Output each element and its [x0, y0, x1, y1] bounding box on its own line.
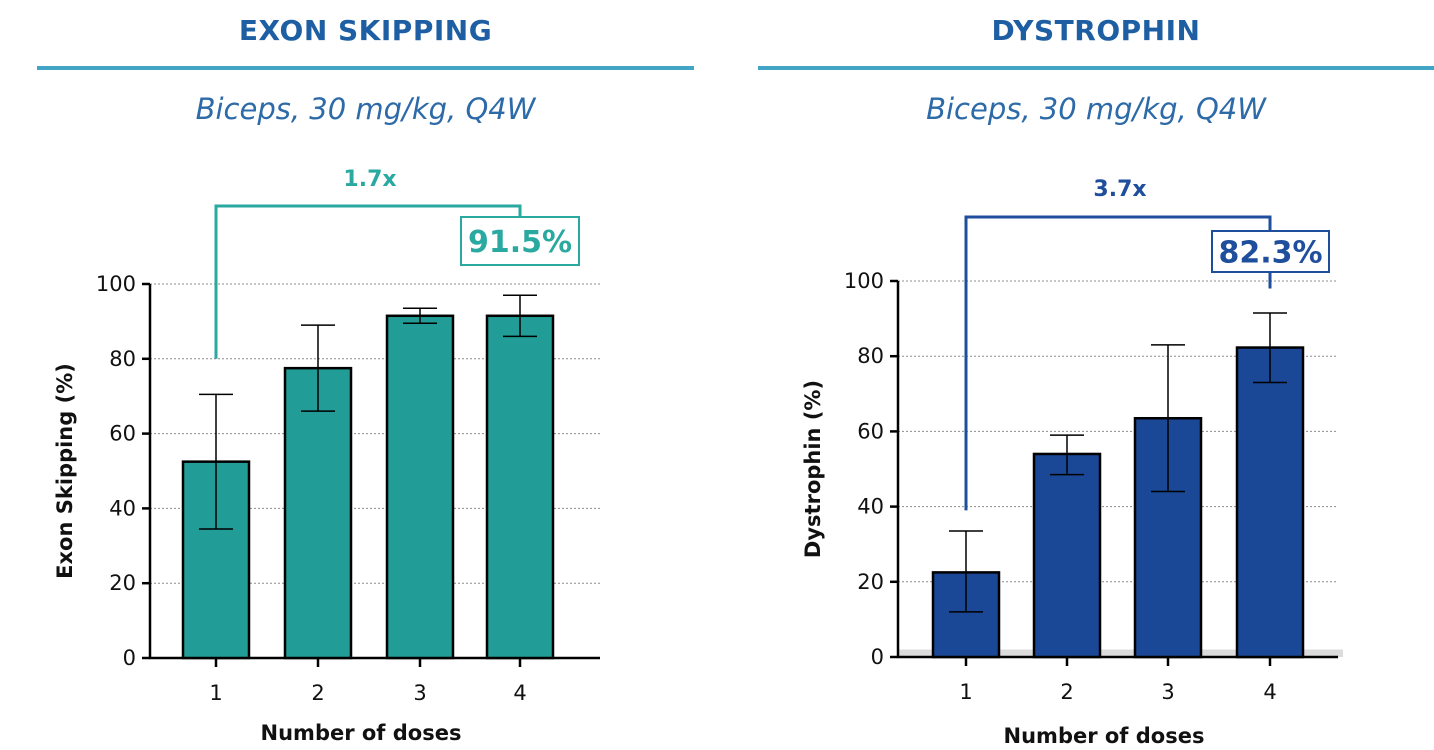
highlight-value: 91.5% — [468, 225, 572, 260]
fold-change-bracket — [964, 215, 1272, 511]
x-axis-title: Number of doses — [1004, 724, 1205, 748]
highlight-box — [460, 216, 580, 266]
x-tick-label: 1 — [209, 681, 222, 705]
y-tick-label: 40 — [109, 496, 136, 520]
y-tick-label: 100 — [96, 272, 136, 296]
title-rule — [758, 66, 1434, 70]
chart-title: EXON SKIPPING — [238, 14, 493, 47]
x-tick-label: 1 — [959, 680, 972, 704]
y-tick-label: 60 — [109, 422, 136, 446]
bar — [385, 314, 455, 660]
highlight-box — [1211, 230, 1330, 273]
bar — [1032, 452, 1102, 659]
exon-skipping-panel: EXON SKIPPING Biceps, 30 mg/kg, Q4W — [37, 0, 694, 750]
x-tick-label: 4 — [513, 681, 526, 705]
bar — [283, 366, 353, 660]
bar — [1235, 346, 1305, 659]
chart-subtitle: Biceps, 30 mg/kg, Q4W — [195, 92, 536, 126]
y-tick-label: 40 — [857, 495, 884, 519]
x-tick-label: 2 — [1060, 680, 1073, 704]
y-tick-label: 0 — [871, 645, 884, 669]
x-tick-label: 4 — [1263, 680, 1276, 704]
y-tick-label: 100 — [844, 269, 884, 293]
x-tick-label: 3 — [413, 681, 426, 705]
baseline-band — [898, 649, 1343, 657]
fold-change-bracket — [214, 204, 522, 359]
y-tick-label: 0 — [123, 646, 136, 670]
chart-subtitle: Biceps, 30 mg/kg, Q4W — [926, 92, 1266, 126]
y-axis-title: Dystrophin (%) — [801, 380, 825, 558]
y-tick-label: 60 — [857, 419, 884, 443]
chart-title: DYSTROPHIN — [991, 14, 1201, 47]
y-axis-title: Exon Skipping (%) — [53, 363, 77, 579]
y-tick-label: 20 — [857, 570, 884, 594]
y-tick-label: 80 — [857, 344, 884, 368]
x-tick-label: 3 — [1161, 680, 1174, 704]
bar — [485, 314, 555, 660]
x-axis-title: Number of doses — [261, 721, 462, 745]
x-tick-label: 2 — [311, 681, 324, 705]
fold-change-label: 3.7x — [1093, 177, 1146, 202]
title-rule — [37, 66, 694, 70]
dystrophin-panel: DYSTROPHIN Biceps, 30 mg/kg, Q4W — [758, 0, 1434, 750]
y-tick-label: 20 — [109, 571, 136, 595]
highlight-value: 82.3% — [1218, 236, 1322, 271]
y-tick-label: 80 — [109, 347, 136, 371]
fold-change-label: 1.7x — [343, 167, 396, 192]
